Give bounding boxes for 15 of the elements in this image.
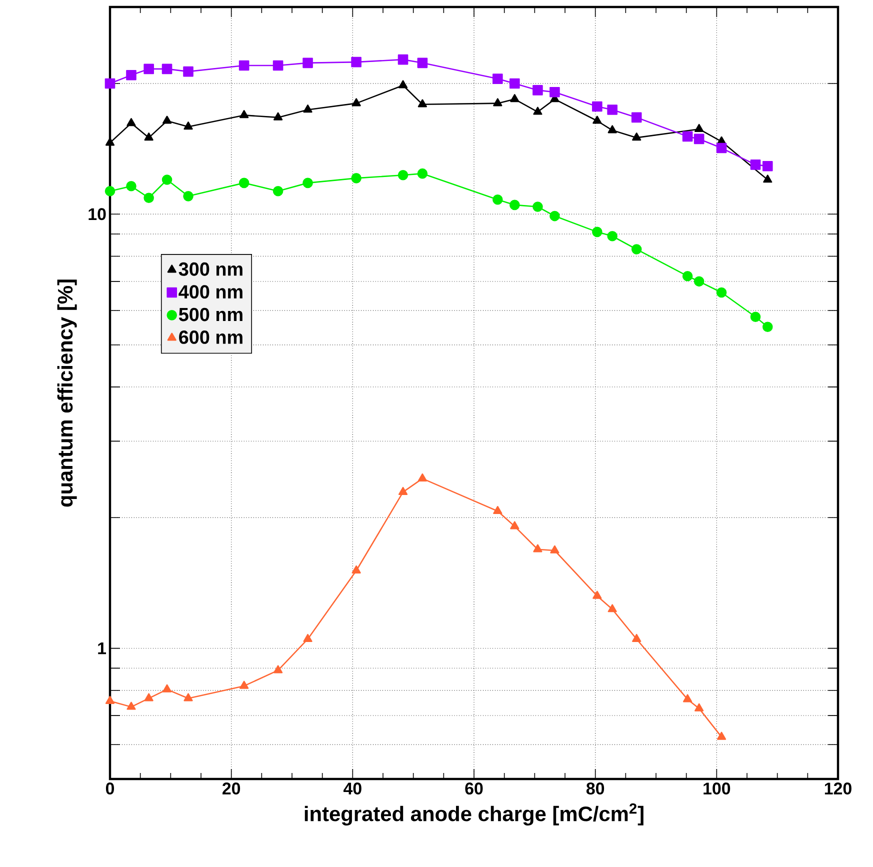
y-axis-title: quantum efficiency [%] [57, 280, 77, 507]
y-tick-label: 10 [88, 208, 106, 220]
x-tick-label: 120 [824, 782, 852, 795]
legend-label: 300 nm [178, 262, 242, 276]
x-tick-label: 20 [222, 782, 240, 795]
legend-label: 500 nm [178, 308, 242, 322]
legend-label: 600 nm [179, 330, 242, 344]
x-tick-label: 60 [465, 782, 483, 795]
x-tick-label: 0 [106, 782, 114, 795]
x-axis-title: integrated anode charge [mC/cm$^{2}$] [304, 803, 644, 826]
x-tick-label: 40 [344, 782, 362, 795]
y-tick-label: 1 [98, 642, 106, 654]
x-tick-label: 100 [704, 782, 730, 795]
legend-label: 400 nm [178, 285, 242, 299]
x-tick-label: 80 [586, 782, 604, 795]
